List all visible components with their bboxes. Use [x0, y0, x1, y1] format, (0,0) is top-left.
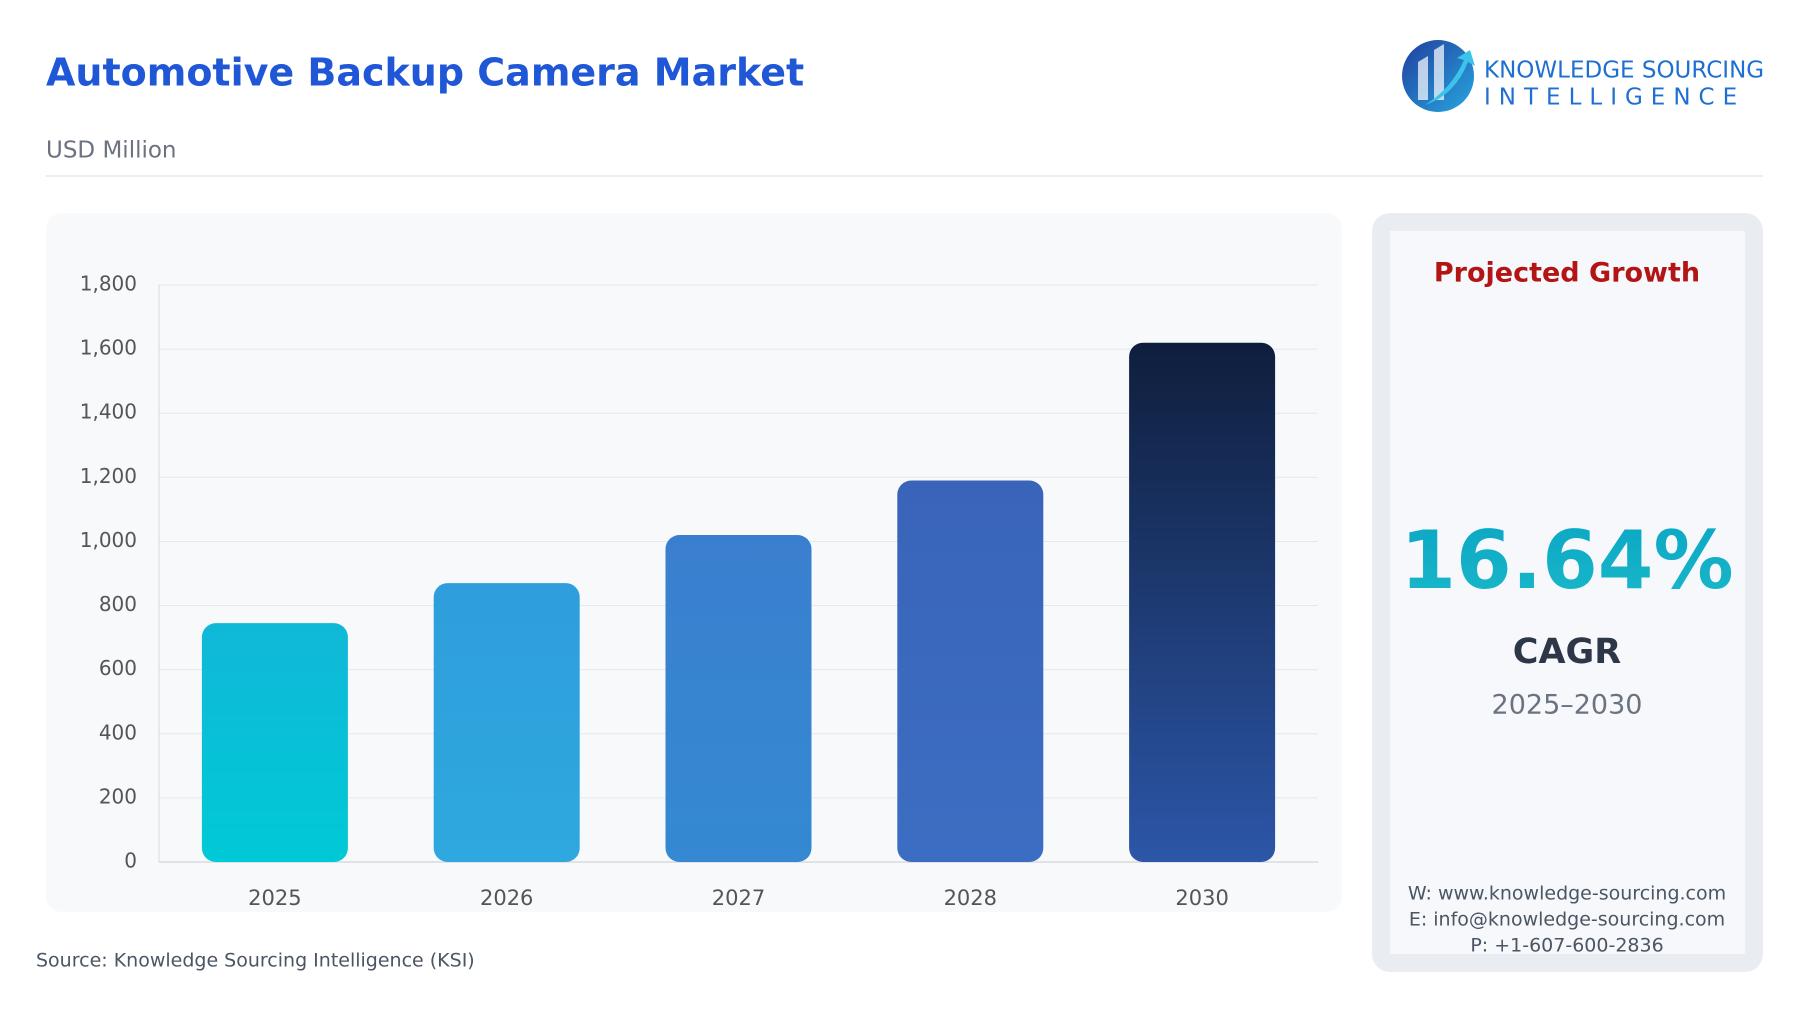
x-tick-label: 2025	[248, 886, 301, 910]
contact: P: +1-607-600-2836	[1470, 935, 1663, 957]
bar	[201, 623, 348, 862]
cagr-value: 16.64%	[1400, 514, 1733, 607]
logo-line2: INTELLIGENCE	[1484, 85, 1745, 111]
contact: W: www.knowledge-sourcing.com	[1408, 883, 1726, 905]
x-tick-label: 2026	[480, 886, 533, 910]
y-tick-label: 400	[99, 720, 137, 744]
logo-icon-bars	[1418, 44, 1444, 100]
cagr-label: CAGR	[1513, 632, 1622, 672]
bar	[897, 480, 1044, 862]
x-tick-label: 2028	[944, 886, 997, 910]
y-tick-label: 1,600	[80, 336, 137, 360]
panel-heading: Projected Growth	[1434, 258, 1700, 289]
logo-arrow	[1425, 50, 1475, 105]
title: Automotive Backup Camera Market	[46, 51, 804, 95]
bar	[1129, 342, 1276, 862]
y-tick-label: 600	[99, 656, 137, 680]
source: Source: Knowledge Sourcing Intelligence …	[36, 950, 475, 972]
y-tick-label: 800	[99, 592, 137, 616]
y-tick-label: 200	[99, 784, 137, 808]
y-tick-label: 1,200	[80, 464, 137, 488]
x-tick-label: 2030	[1175, 886, 1228, 910]
bar	[433, 583, 580, 862]
contact: E: info@knowledge-sourcing.com	[1409, 909, 1725, 931]
y-tick-label: 1,400	[80, 400, 137, 424]
y-tick-label: 1,000	[80, 528, 137, 552]
side-panel-inner	[1390, 231, 1745, 954]
y-tick-label: 0	[124, 849, 137, 873]
cagr-period: 2025–2030	[1492, 690, 1643, 721]
logo-line1: KNOWLEDGE SOURCING	[1484, 58, 1764, 84]
x-tick-label: 2027	[712, 886, 765, 910]
y-tick-label: 1,800	[80, 272, 137, 296]
plot: 0 200 400 600 800 1,000 1,200 1,400 1,600 1,800 20…	[80, 272, 1318, 910]
subtitle: USD Million	[46, 138, 177, 164]
bar	[665, 535, 812, 862]
logo: KNOWLEDGE SOURCING INTELLIGENCE	[1402, 40, 1764, 112]
